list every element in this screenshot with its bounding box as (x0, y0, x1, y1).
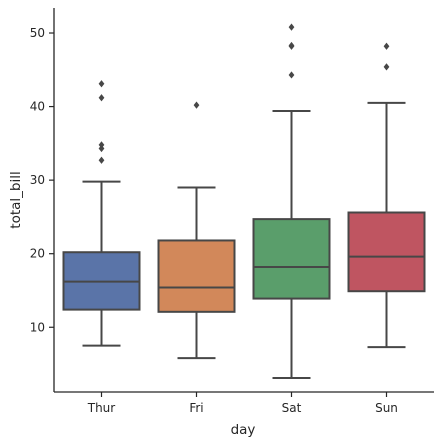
outlier-point-thur-5 (98, 80, 105, 88)
y-tick-label-20: 20 (30, 247, 45, 261)
outlier-point-thur-2 (98, 144, 105, 153)
y-tick-label-10: 10 (30, 320, 45, 334)
box-sat (252, 218, 331, 300)
box-fri (157, 239, 236, 313)
outlier-point-fri-1 (193, 101, 200, 109)
outlier-point-thur-4 (98, 94, 105, 102)
x-axis-label: day (231, 422, 256, 438)
outlier-point-thur-3 (98, 141, 105, 149)
box-sun (347, 211, 426, 293)
x-tick-label-sat: Sat (282, 401, 302, 415)
y-tick-label-30: 30 (30, 173, 45, 187)
outlier-point-sun-2 (383, 42, 390, 50)
y-tick-label-50: 50 (30, 26, 45, 40)
y-axis-label: total_bill (8, 171, 24, 228)
x-tick-label-fri: Fri (189, 401, 203, 415)
chart-axes: 10 20 30 40 50 Thur Fri Sat Sun (30, 8, 434, 415)
x-tick-label-thur: Thur (87, 401, 116, 415)
outlier-point-thur-1 (98, 156, 105, 164)
outlier-point-sat-1 (288, 71, 295, 79)
outlier-point-sat-4 (288, 23, 295, 31)
outlier-point-sun-1 (383, 63, 390, 71)
chart-marks (62, 23, 426, 380)
x-tick-label-sun: Sun (375, 401, 398, 415)
outlier-point-sat-3 (288, 41, 295, 50)
y-tick-label-40: 40 (30, 100, 45, 114)
